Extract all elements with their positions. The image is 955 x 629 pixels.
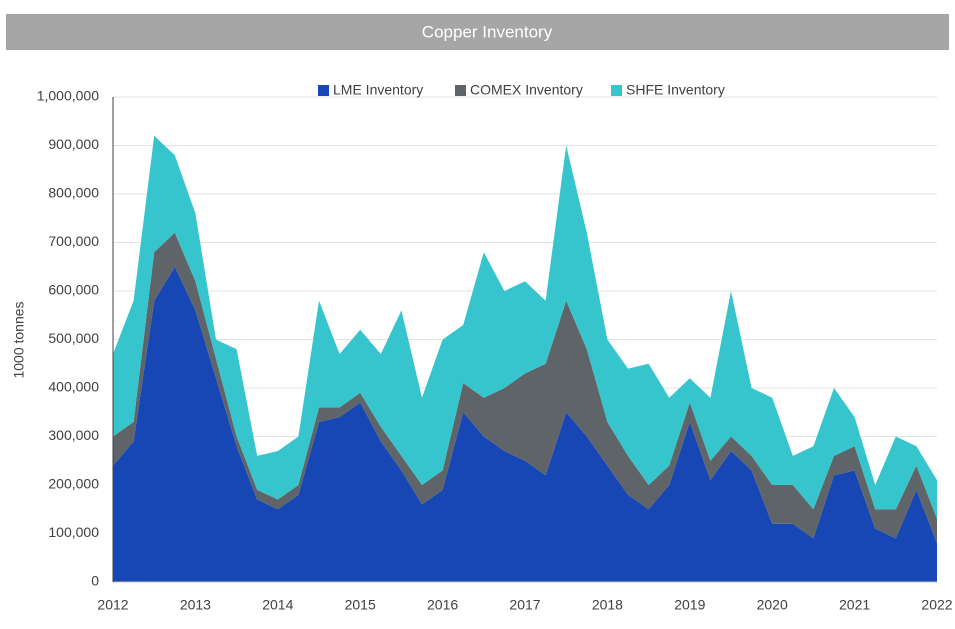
y-tick-label: 500,000 bbox=[48, 330, 99, 346]
y-tick-label: 400,000 bbox=[48, 379, 99, 395]
legend-swatch bbox=[455, 85, 466, 96]
x-tick-label: 2020 bbox=[757, 597, 788, 613]
legend-label: LME Inventory bbox=[333, 82, 423, 98]
title-bar bbox=[6, 14, 949, 50]
y-tick-label: 800,000 bbox=[48, 185, 99, 201]
area bbox=[113, 266, 937, 582]
x-tick-label: 2018 bbox=[592, 597, 623, 613]
y-tick-label: 700,000 bbox=[48, 233, 99, 249]
y-axis-label: 1000 tonnes bbox=[11, 301, 27, 378]
area bbox=[113, 232, 937, 544]
y-tick-label: 1,000,000 bbox=[37, 88, 99, 104]
y-tick-label: 600,000 bbox=[48, 282, 99, 298]
x-tick-label: 2019 bbox=[674, 597, 705, 613]
legend-label: COMEX Inventory bbox=[470, 82, 583, 98]
y-tick-label: 0 bbox=[91, 573, 99, 589]
x-tick-label: 2016 bbox=[427, 597, 458, 613]
legend-swatch bbox=[611, 85, 622, 96]
y-tick-label: 200,000 bbox=[48, 476, 99, 492]
x-tick-label: 2014 bbox=[262, 597, 293, 613]
x-tick-label: 2022 bbox=[921, 597, 952, 613]
legend-swatch bbox=[318, 85, 329, 96]
chart-title: Copper Inventory bbox=[422, 22, 553, 41]
legend-label: SHFE Inventory bbox=[626, 82, 725, 98]
x-tick-label: 2021 bbox=[839, 597, 870, 613]
x-tick-label: 2017 bbox=[509, 597, 540, 613]
x-tick-label: 2013 bbox=[180, 597, 211, 613]
x-tick-label: 2012 bbox=[97, 597, 128, 613]
area bbox=[113, 135, 937, 519]
y-tick-label: 100,000 bbox=[48, 524, 99, 540]
y-tick-label: 900,000 bbox=[48, 136, 99, 152]
x-tick-label: 2015 bbox=[345, 597, 376, 613]
y-tick-label: 300,000 bbox=[48, 427, 99, 443]
